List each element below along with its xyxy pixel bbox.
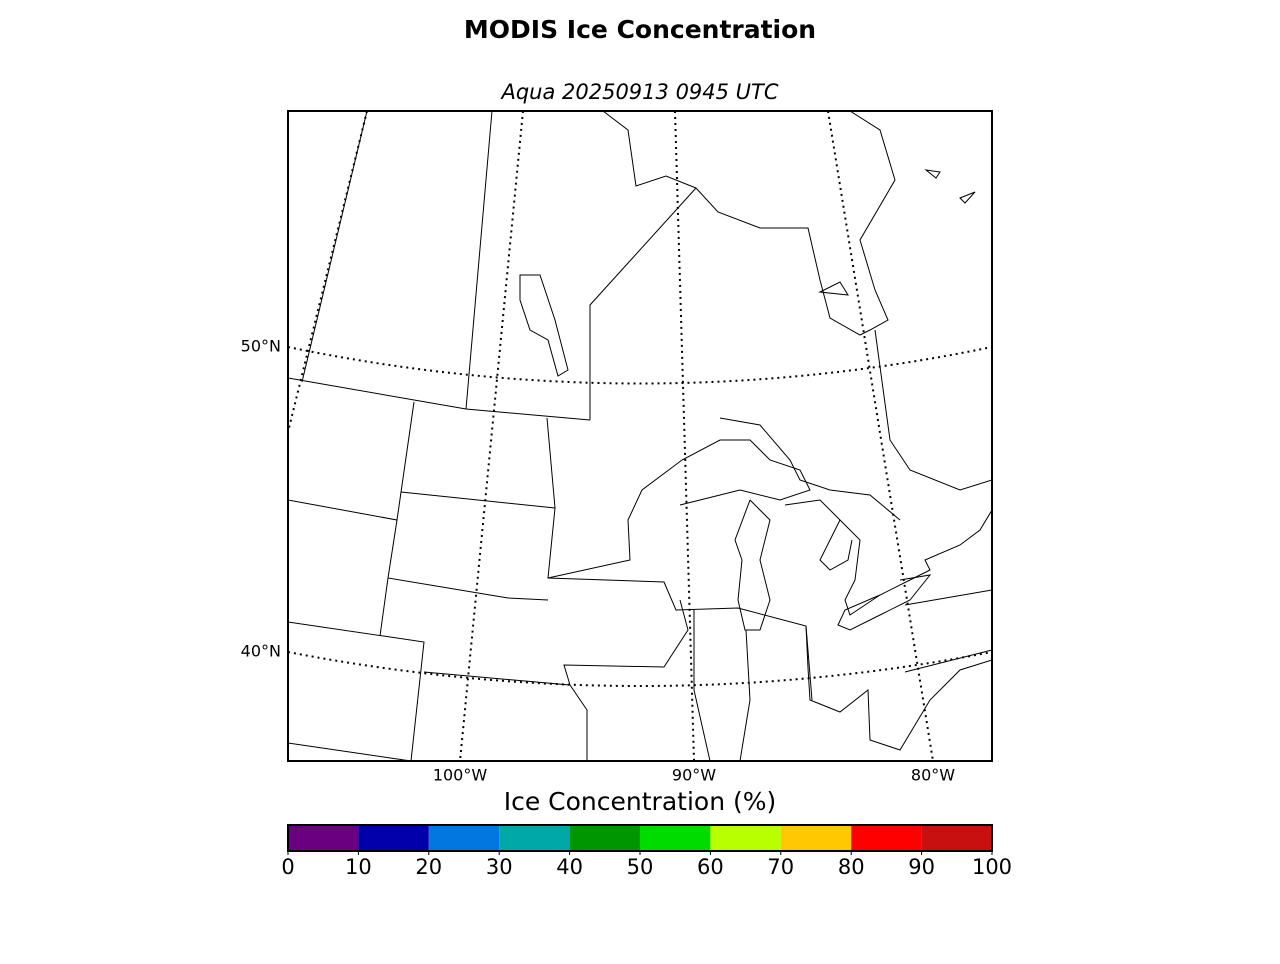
lon-label: 80°W — [911, 766, 955, 785]
colorbar-segment — [780, 825, 852, 851]
colorbar-tick-label: 80 — [838, 855, 865, 879]
colorbar-segment — [921, 825, 992, 851]
colorbar-tick-label: 60 — [697, 855, 724, 879]
graticule — [459, 111, 524, 761]
map-frame — [287, 110, 993, 762]
lon-label: 100°W — [433, 766, 488, 785]
colorbar-tick-label: 90 — [908, 855, 935, 879]
colorbar-tick-label: 10 — [345, 855, 372, 879]
boundaries — [288, 111, 992, 761]
colorbar-segment — [640, 825, 711, 851]
colorbar-tick-label: 50 — [627, 855, 654, 879]
colorbar-tick-label: 30 — [486, 855, 513, 879]
graticule — [288, 346, 992, 385]
colorbar-segment — [710, 825, 781, 851]
lat-label: 40°N — [241, 642, 281, 661]
graticule — [827, 111, 934, 761]
colorbar-segment — [851, 825, 922, 851]
graticule — [288, 651, 992, 687]
colorbar-tick-label: 40 — [556, 855, 583, 879]
title: MODIS Ice Concentration — [464, 15, 816, 44]
map — [287, 110, 993, 762]
colorbar-segment — [569, 825, 640, 851]
colorbar-segment — [499, 825, 570, 851]
colorbar-frame — [287, 824, 993, 852]
colorbar-segment — [428, 825, 500, 851]
colorbar-tick-label: 0 — [281, 855, 294, 879]
lat-label: 50°N — [241, 337, 281, 356]
colorbar-segment — [288, 825, 359, 851]
colorbar-tick-label: 100 — [972, 855, 1012, 879]
colorbar-tick-label: 70 — [767, 855, 794, 879]
subtitle: Aqua 20250913 0945 UTC — [499, 80, 778, 104]
colorbar-tick-label: 20 — [415, 855, 442, 879]
lon-label: 90°W — [672, 766, 716, 785]
colorbar-segment — [358, 825, 429, 851]
colorbar-label: Ice Concentration (%) — [504, 787, 777, 816]
colorbar — [287, 825, 993, 855]
graticule — [674, 111, 695, 761]
